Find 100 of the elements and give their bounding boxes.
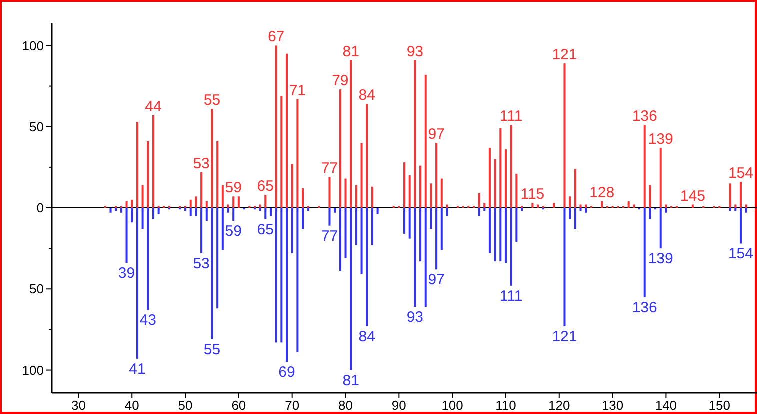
annotation: 59 bbox=[225, 222, 242, 240]
bar bbox=[660, 208, 662, 249]
bar bbox=[227, 204, 230, 208]
bar bbox=[740, 182, 742, 208]
bar bbox=[264, 208, 267, 220]
annotation: 97 bbox=[428, 126, 445, 144]
bar bbox=[430, 184, 432, 208]
bar bbox=[360, 143, 363, 208]
bar bbox=[580, 204, 582, 208]
bar bbox=[420, 208, 422, 262]
bar bbox=[644, 125, 646, 208]
bar bbox=[302, 188, 304, 208]
bar bbox=[131, 208, 134, 223]
bar bbox=[344, 208, 347, 258]
bar bbox=[355, 185, 358, 208]
bar bbox=[355, 208, 358, 246]
x-tick-label: 140 bbox=[655, 398, 678, 413]
bar bbox=[200, 172, 203, 208]
bar bbox=[504, 150, 507, 208]
bar bbox=[408, 208, 411, 239]
bar bbox=[649, 208, 652, 220]
bar bbox=[649, 185, 652, 208]
bar bbox=[339, 208, 342, 272]
x-tick-label: 150 bbox=[708, 398, 730, 413]
bar bbox=[574, 208, 576, 230]
annotation: 154 bbox=[728, 165, 754, 182]
bar bbox=[585, 208, 588, 213]
bar bbox=[222, 208, 224, 250]
bar bbox=[238, 196, 240, 208]
bar bbox=[745, 208, 748, 213]
bar bbox=[195, 208, 198, 216]
annotation: 97 bbox=[428, 272, 445, 289]
bar bbox=[574, 169, 576, 208]
annotation: 136 bbox=[632, 299, 658, 316]
bar bbox=[500, 208, 502, 262]
bar bbox=[510, 125, 512, 208]
bar bbox=[110, 208, 112, 213]
bar bbox=[126, 208, 128, 264]
x-tick-label: 130 bbox=[602, 398, 624, 413]
x-tick-label: 110 bbox=[496, 398, 516, 413]
bar bbox=[494, 159, 496, 208]
annotation: 77 bbox=[321, 160, 338, 178]
annotation: 93 bbox=[406, 43, 424, 60]
bar bbox=[211, 109, 214, 208]
bar bbox=[190, 200, 192, 208]
bar bbox=[259, 204, 262, 208]
bar bbox=[222, 185, 224, 208]
annotation: 111 bbox=[500, 108, 523, 126]
bar bbox=[296, 99, 299, 208]
annotation: 79 bbox=[332, 72, 349, 90]
bar bbox=[328, 208, 331, 226]
bar bbox=[291, 164, 294, 208]
bar bbox=[478, 193, 480, 208]
bar bbox=[195, 196, 198, 208]
bar bbox=[478, 208, 480, 216]
bar bbox=[537, 204, 540, 208]
bar bbox=[371, 186, 374, 208]
bar bbox=[494, 208, 496, 262]
bar bbox=[131, 200, 134, 208]
bar bbox=[585, 204, 588, 208]
annotation: 53 bbox=[193, 155, 210, 172]
bar bbox=[665, 204, 668, 208]
annotation: 43 bbox=[140, 312, 156, 330]
bar bbox=[414, 208, 416, 307]
bar bbox=[404, 208, 406, 234]
bar bbox=[142, 185, 144, 208]
bar bbox=[440, 178, 443, 208]
bar bbox=[553, 203, 556, 208]
bar bbox=[350, 60, 352, 208]
bar bbox=[414, 60, 416, 208]
bar bbox=[264, 195, 267, 208]
bar bbox=[516, 208, 518, 242]
bar bbox=[275, 46, 278, 208]
x-tick-label: 70 bbox=[285, 398, 300, 413]
annotation: 115 bbox=[520, 186, 545, 204]
bar bbox=[424, 74, 427, 208]
bar bbox=[436, 208, 438, 270]
annotation: 55 bbox=[204, 341, 221, 358]
bar bbox=[280, 96, 283, 208]
bar bbox=[376, 208, 379, 214]
annotation: 145 bbox=[680, 188, 706, 205]
bar bbox=[227, 208, 230, 213]
bar bbox=[692, 204, 694, 208]
annotation: 53 bbox=[193, 255, 210, 272]
bar bbox=[126, 202, 128, 208]
bar bbox=[147, 208, 150, 310]
bar bbox=[216, 208, 219, 309]
bar bbox=[440, 208, 443, 250]
annotation: 81 bbox=[342, 372, 360, 390]
bar bbox=[152, 208, 154, 220]
annotation: 154 bbox=[728, 246, 754, 263]
bar bbox=[420, 166, 422, 208]
bar bbox=[147, 141, 150, 208]
bar bbox=[424, 208, 427, 307]
bar bbox=[366, 104, 368, 208]
bar bbox=[504, 208, 507, 264]
x-tick-label: 40 bbox=[124, 398, 140, 413]
annotation: 39 bbox=[118, 265, 136, 282]
y-tick-label: 0 bbox=[36, 200, 44, 216]
bar bbox=[232, 196, 235, 208]
